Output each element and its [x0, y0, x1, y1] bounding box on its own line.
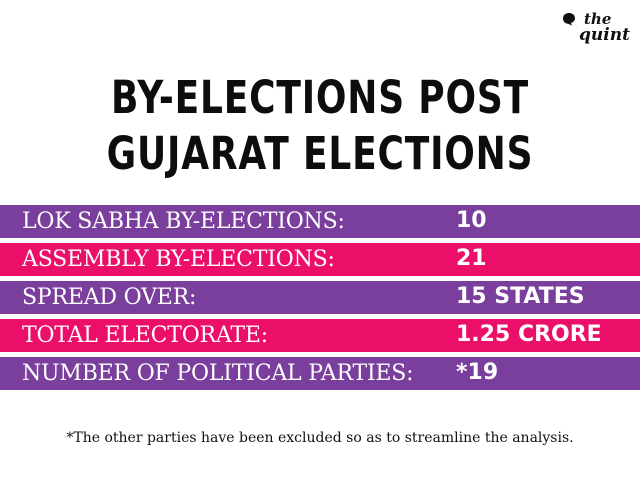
stat-value: 21 — [456, 246, 487, 271]
headline-line-1: BY-ELECTIONS POST — [111, 71, 529, 124]
quint-speech-mark-icon — [563, 13, 575, 26]
stat-value: 15 STATES — [456, 284, 585, 309]
stat-row-total-electorate: TOTAL ELECTORATE: 1.25 CRORE — [0, 319, 640, 352]
stat-value: 10 — [456, 208, 487, 233]
stat-value: *19 — [456, 360, 499, 385]
stat-label: ASSEMBLY BY-ELECTIONS: — [22, 247, 335, 272]
footnote: *The other parties have been excluded so… — [66, 430, 574, 446]
stat-row-lok-sabha: LOK SABHA BY-ELECTIONS: 10 — [0, 205, 640, 238]
stat-label: NUMBER OF POLITICAL PARTIES: — [22, 361, 414, 386]
headline-line-2: GUJARAT ELECTIONS — [106, 127, 534, 180]
stat-label: SPREAD OVER: — [22, 285, 197, 310]
stat-label: LOK SABHA BY-ELECTIONS: — [22, 209, 345, 234]
stat-row-assembly: ASSEMBLY BY-ELECTIONS: 21 — [0, 243, 640, 276]
stat-row-political-parties: NUMBER OF POLITICAL PARTIES: *19 — [0, 357, 640, 390]
logo-text-the: the — [584, 10, 612, 28]
logo-text-quint: quint — [579, 25, 630, 45]
stat-value: 1.25 CRORE — [456, 322, 602, 347]
the-quint-logo: the quint — [562, 10, 632, 50]
stat-row-spread-over: SPREAD OVER: 15 STATES — [0, 281, 640, 314]
stat-label: TOTAL ELECTORATE: — [22, 323, 268, 348]
